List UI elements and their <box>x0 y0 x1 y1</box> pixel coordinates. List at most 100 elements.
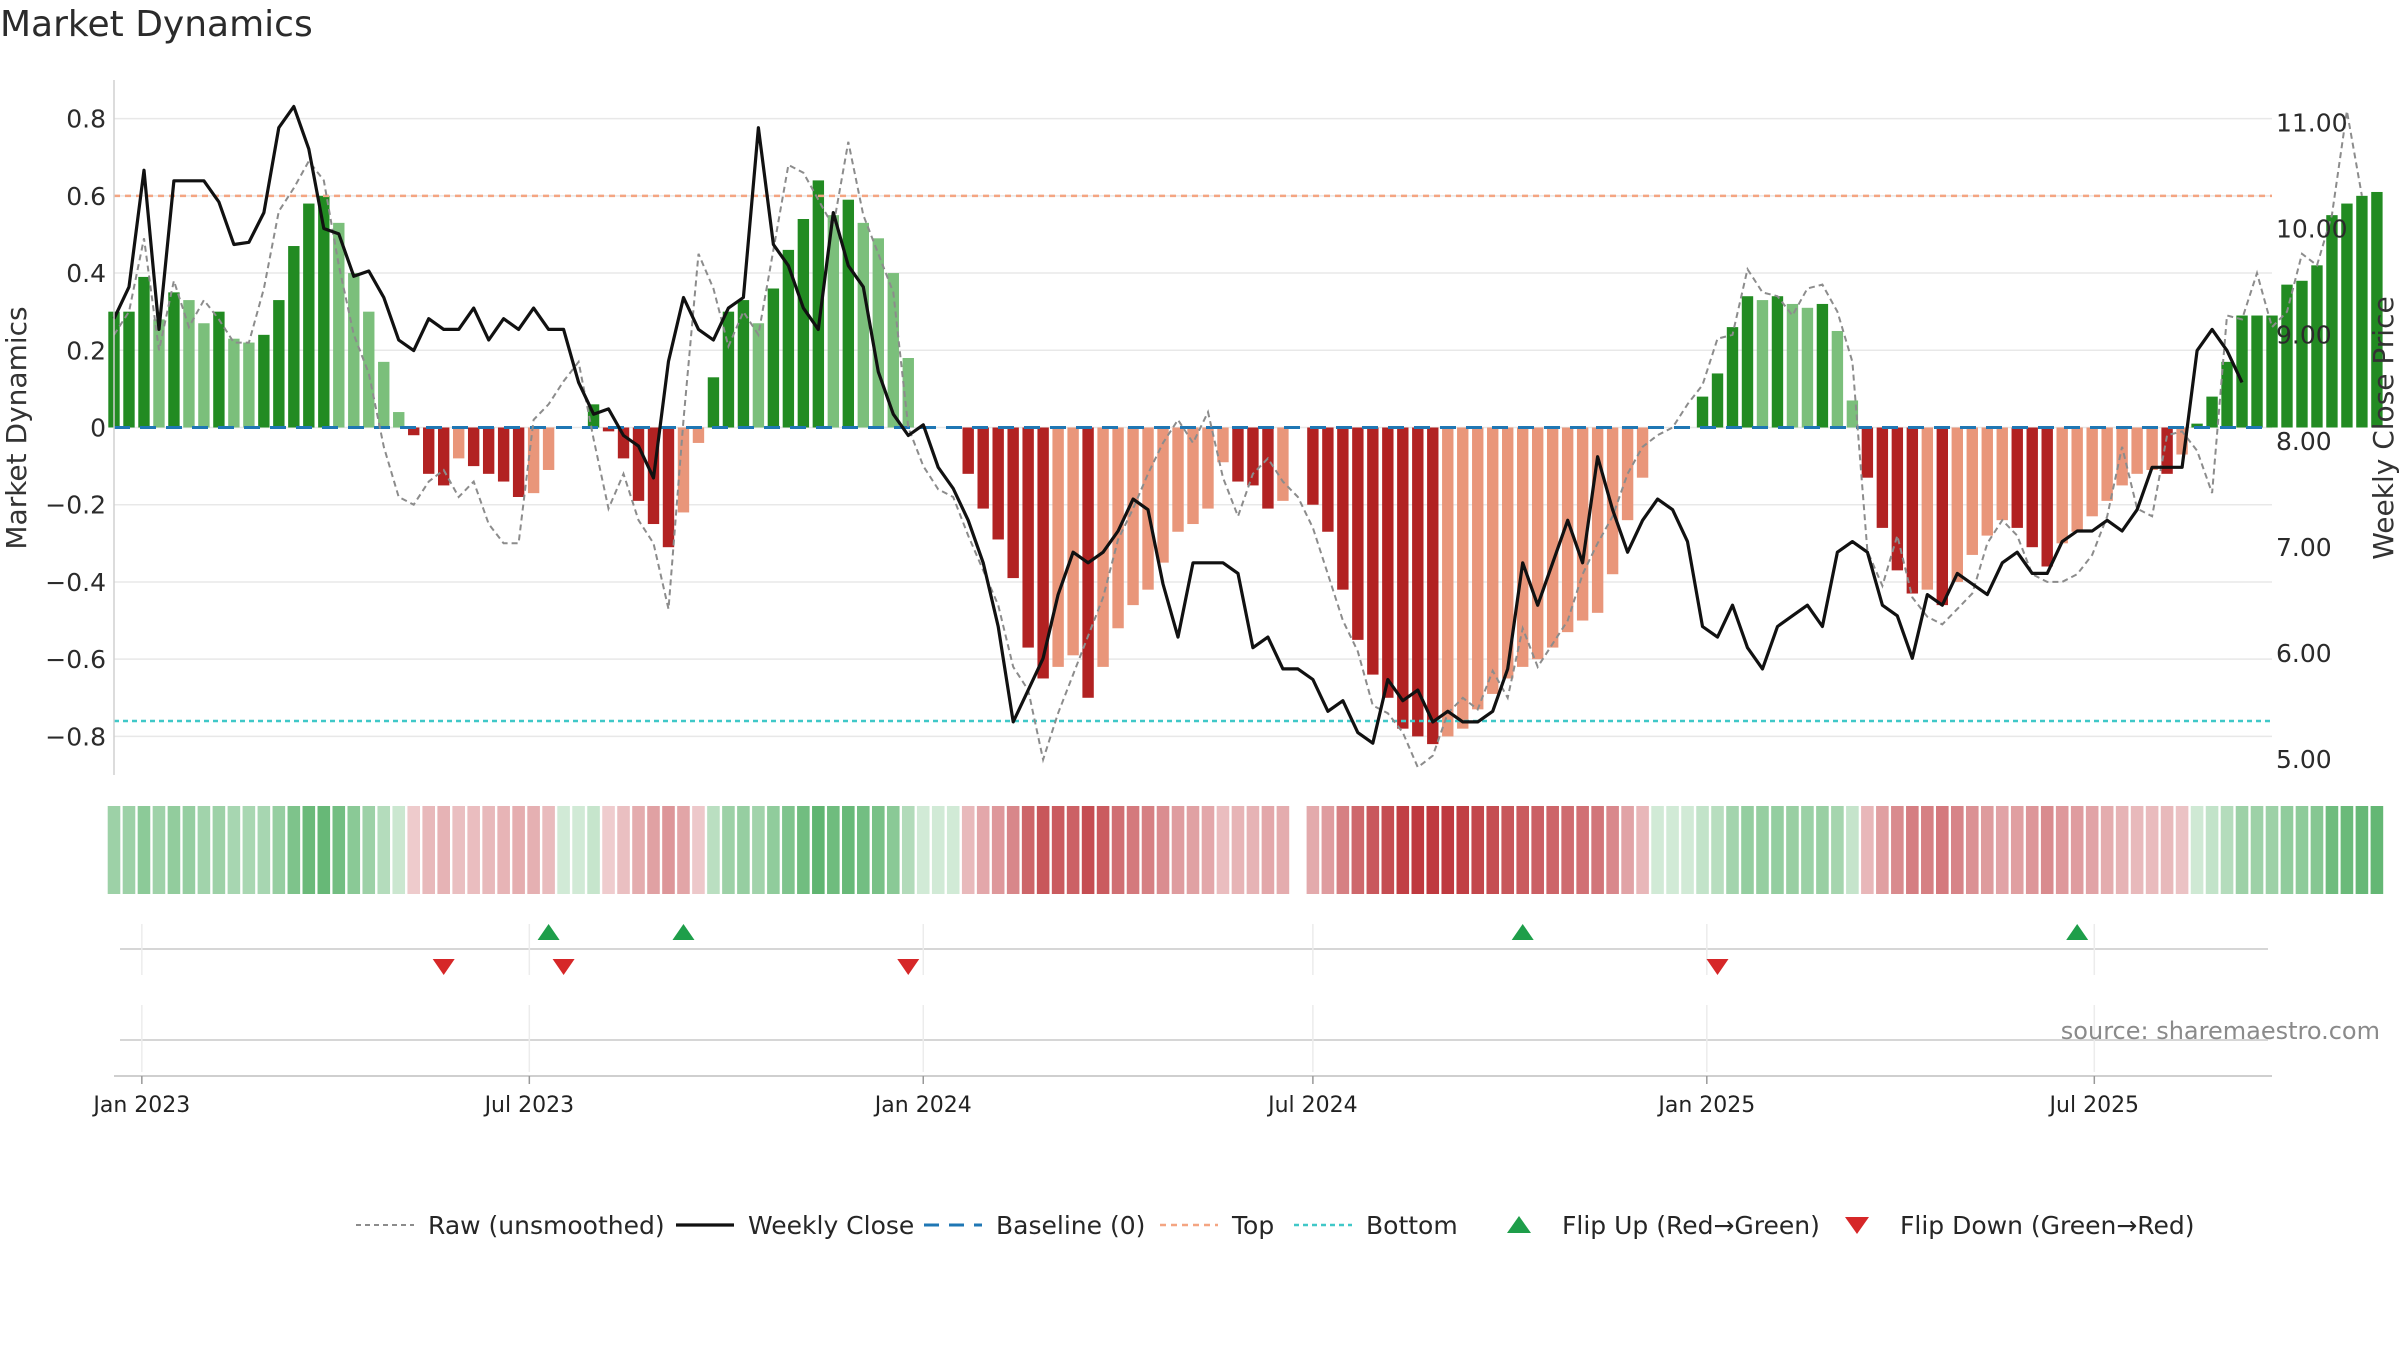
dynamics-bar <box>1007 427 1019 579</box>
regime-cell <box>2160 806 2174 894</box>
legend-label: Weekly Close <box>748 1211 914 1240</box>
regime-cell <box>2025 806 2039 894</box>
chart-title: Market Dynamics <box>0 4 313 45</box>
dynamics-bar <box>1262 427 1274 509</box>
regime-cell <box>737 806 750 894</box>
regime-cell <box>272 806 286 894</box>
dynamics-bar <box>602 427 615 432</box>
regime-cell <box>527 806 540 894</box>
dynamics-bar <box>1472 427 1484 710</box>
flip-down-marker <box>897 959 920 975</box>
regime-cell <box>2100 806 2114 894</box>
y-tick-label: 0 <box>90 414 106 443</box>
regime-cell <box>1396 806 1410 894</box>
regime-cell <box>1726 806 1739 894</box>
dynamics-bar <box>123 311 135 428</box>
regime-cell <box>782 806 795 894</box>
regime-cell <box>707 806 720 894</box>
regime-cell <box>107 806 121 894</box>
regime-cell <box>1516 806 1529 894</box>
dynamics-bar <box>497 427 510 482</box>
regime-cell <box>512 806 525 894</box>
regime-cell <box>1906 806 1919 894</box>
flip-down-marker <box>552 959 575 975</box>
dynamics-bar <box>1307 427 1319 505</box>
regime-cell <box>1531 806 1544 894</box>
regime-cell <box>1261 806 1275 894</box>
y-tick-label: 0.8 <box>66 105 106 134</box>
regime-cell <box>871 806 885 894</box>
dynamics-bar <box>1861 427 1874 478</box>
regime-cell <box>1816 806 1829 894</box>
dynamics-bar <box>1367 427 1379 675</box>
regime-cell <box>1126 806 1140 894</box>
legend-label: Top <box>1231 1211 1274 1240</box>
dynamics-bar <box>333 222 345 428</box>
regime-cell <box>1891 806 1904 894</box>
dynamics-bar <box>1457 427 1469 729</box>
dynamics-bar <box>1412 427 1424 737</box>
y2-tick-label: 5.00 <box>2276 745 2332 774</box>
x-tick-label: Jan 2023 <box>91 1093 190 1118</box>
regime-cell <box>1771 806 1784 894</box>
dynamics-bar <box>1217 427 1229 463</box>
y-tick-label: 0.2 <box>66 336 106 365</box>
dynamics-bar <box>363 311 375 428</box>
x-tick-label: Jul 2024 <box>1266 1093 1358 1118</box>
dynamics-bar <box>2011 427 2023 528</box>
dynamics-bar <box>2356 195 2368 428</box>
regime-cell <box>1756 806 1769 894</box>
dynamics-bar <box>2041 427 2053 567</box>
dynamics-bar <box>872 238 884 428</box>
dynamics-bar <box>1427 427 1439 745</box>
regime-cell <box>1921 806 1934 894</box>
dynamics-bar <box>228 338 240 428</box>
dynamics-bar <box>243 342 255 428</box>
regime-cell <box>1936 806 1949 894</box>
regime-cell <box>467 806 480 894</box>
regime-cell <box>857 806 870 894</box>
regime-cell <box>1950 806 1964 894</box>
regime-cell <box>2235 806 2249 894</box>
regime-cell <box>677 806 690 894</box>
dynamics-bar <box>198 323 210 428</box>
dynamics-bar <box>1786 303 1799 428</box>
regime-cell <box>1591 806 1604 894</box>
source-label: source: sharemaestro.com <box>2061 1017 2380 1045</box>
regime-cell <box>2070 806 2084 894</box>
regime-cell <box>332 806 346 894</box>
x-axis: Jan 2023 Jul 2023 Jan 2024 Jul 2024 Jan 2025… <box>91 1075 2272 1118</box>
regime-cell <box>1141 806 1155 894</box>
regime-cell <box>152 806 166 894</box>
dynamics-bar <box>542 427 555 470</box>
dynamics-bar <box>977 427 989 509</box>
regime-cell <box>767 806 780 894</box>
dynamics-bar <box>677 427 690 513</box>
dynamics-bar <box>662 427 675 548</box>
regime-cell <box>2340 806 2354 894</box>
dynamics-bar <box>1951 427 1963 582</box>
dynamics-bar <box>2221 361 2233 428</box>
x-tick-label: Jan 2024 <box>873 1093 972 1118</box>
regime-cell <box>662 806 675 894</box>
dynamics-bar <box>467 427 480 467</box>
dynamics-bar <box>1352 427 1364 640</box>
regime-cell <box>1426 806 1440 894</box>
dynamics-bar <box>1756 300 1769 428</box>
regime-cell <box>1066 806 1080 894</box>
regime-cell <box>1696 806 1709 894</box>
dynamics-bar <box>1981 427 1993 536</box>
dynamics-bar <box>2071 427 2083 532</box>
legend-label: Raw (unsmoothed) <box>428 1211 665 1240</box>
dynamics-bar <box>1322 427 1334 532</box>
regime-cell <box>1501 806 1515 894</box>
dynamics-bar <box>1891 427 1904 571</box>
dynamics-bar <box>752 323 765 428</box>
regime-cell <box>1321 806 1335 894</box>
series-lines <box>112 104 2363 769</box>
regime-cell <box>1486 806 1500 894</box>
dynamics-bar <box>2116 427 2128 486</box>
regime-cell <box>1441 806 1455 894</box>
regime-cell <box>1351 806 1365 894</box>
regime-cell <box>212 806 226 894</box>
